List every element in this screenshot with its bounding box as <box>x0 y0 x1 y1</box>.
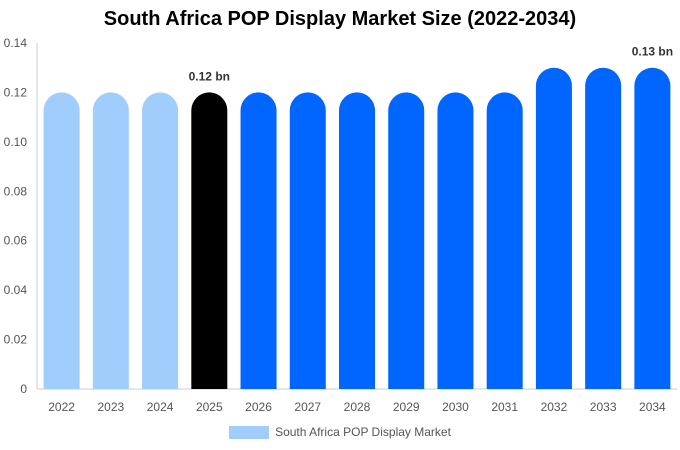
x-tick-label: 2032 <box>541 400 568 414</box>
bar <box>437 92 474 389</box>
x-tick-label: 2027 <box>294 400 321 414</box>
bar <box>289 92 326 389</box>
x-tick-label: 2031 <box>491 400 518 414</box>
y-tick-label: 0.14 <box>4 36 28 50</box>
bar <box>535 67 572 389</box>
legend-swatch <box>229 425 270 439</box>
bar <box>240 92 277 389</box>
y-tick-label: 0.02 <box>4 333 28 347</box>
y-tick-label: 0.12 <box>4 85 28 99</box>
y-tick-label: 0.08 <box>4 184 28 198</box>
bar <box>142 92 179 389</box>
data-label: 0.12 bn <box>189 69 230 83</box>
x-tick-label: 2022 <box>48 400 75 414</box>
x-tick-label: 2033 <box>590 400 617 414</box>
bar <box>191 92 228 389</box>
legend: South Africa POP Display Market <box>0 425 680 439</box>
y-tick-label: 0 <box>20 382 27 396</box>
bar <box>634 67 671 389</box>
bar <box>585 67 622 389</box>
x-tick-label: 2028 <box>344 400 371 414</box>
x-tick-label: 2024 <box>147 400 174 414</box>
bar <box>43 92 80 389</box>
bar <box>486 92 523 389</box>
x-tick-label: 2026 <box>245 400 272 414</box>
y-tick-label: 0.10 <box>4 135 28 149</box>
chart-title: South Africa POP Display Market Size (20… <box>103 8 577 30</box>
data-label: 0.13 bn <box>632 45 673 59</box>
legend-label: South Africa POP Display Market <box>275 425 451 439</box>
x-tick-label: 2030 <box>442 400 469 414</box>
bar <box>92 92 129 389</box>
bar <box>388 92 425 389</box>
y-tick-label: 0.04 <box>4 283 28 297</box>
x-tick-label: 2023 <box>97 400 124 414</box>
x-tick-label: 2025 <box>196 400 223 414</box>
bar <box>339 92 375 389</box>
x-tick-label: 2034 <box>639 400 666 414</box>
y-tick-label: 0.06 <box>4 234 28 248</box>
x-tick-label: 2029 <box>393 400 420 414</box>
